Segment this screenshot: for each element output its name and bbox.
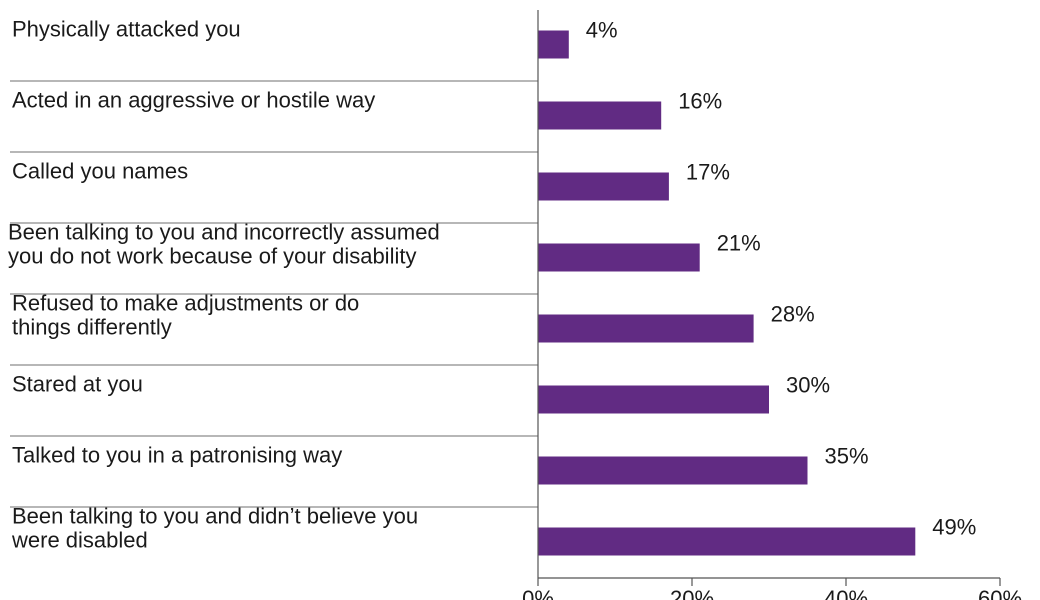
category-label: Acted in an aggressive or hostile way xyxy=(12,88,375,113)
value-labels: 4% 16% 17% 21% 28% 30% 35% 49% xyxy=(586,18,977,540)
category-label-line: Refused to make adjustments or do xyxy=(12,291,359,316)
value-label: 21% xyxy=(717,231,761,256)
category-label: Refused to make adjustments or do things … xyxy=(12,291,359,340)
category-labels: Physically attacked you Acted in an aggre… xyxy=(8,17,440,553)
bar xyxy=(538,30,569,59)
value-label: 35% xyxy=(825,444,869,469)
axes: 0% 20% 40% 60% xyxy=(522,10,1022,600)
value-label: 49% xyxy=(932,515,976,540)
bar xyxy=(538,314,754,343)
category-label: Talked to you in a patronising way xyxy=(12,443,342,468)
bar xyxy=(538,385,769,414)
bar xyxy=(538,101,662,130)
value-label: 30% xyxy=(786,373,830,398)
x-tick-label: 0% xyxy=(522,586,554,600)
row-separators xyxy=(10,80,538,508)
bar xyxy=(538,172,669,201)
bars xyxy=(538,30,916,556)
value-label: 16% xyxy=(678,89,722,114)
x-tick-label: 20% xyxy=(670,586,714,600)
category-label-line: things differently xyxy=(12,315,172,340)
category-label: Been talking to you and didn’t believe y… xyxy=(11,504,418,553)
x-tick-label: 60% xyxy=(978,586,1022,600)
category-label: Been talking to you and incorrectly assu… xyxy=(8,220,440,269)
category-label: Physically attacked you xyxy=(12,17,241,42)
bar xyxy=(538,527,916,556)
value-label: 4% xyxy=(586,18,618,43)
category-label-line: Been talking to you and didn’t believe y… xyxy=(12,504,418,529)
value-label: 17% xyxy=(686,160,730,185)
value-label: 28% xyxy=(771,302,815,327)
bar xyxy=(538,456,808,485)
category-label-line: Been talking to you and incorrectly assu… xyxy=(8,220,440,245)
bar xyxy=(538,243,700,272)
x-tick-label: 40% xyxy=(824,586,868,600)
category-label: Stared at you xyxy=(12,372,143,397)
category-label-line: you do not work because of your disabili… xyxy=(8,244,416,269)
category-label: Called you names xyxy=(12,159,188,184)
category-label-line: were disabled xyxy=(11,528,148,553)
